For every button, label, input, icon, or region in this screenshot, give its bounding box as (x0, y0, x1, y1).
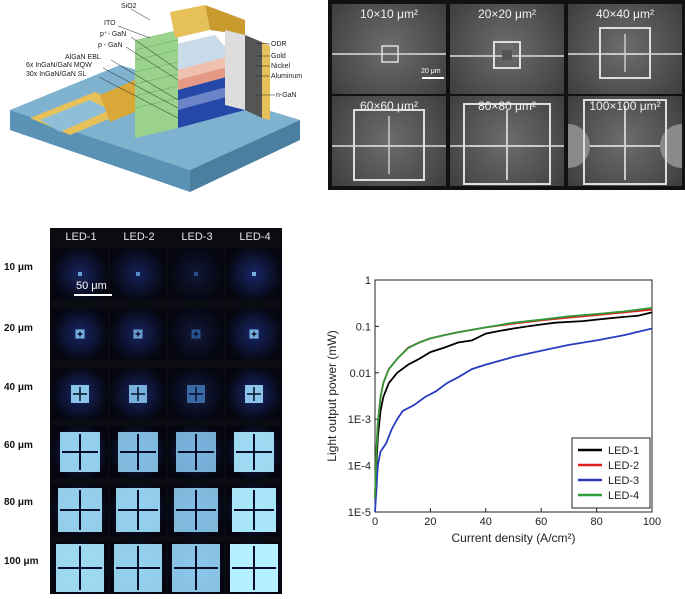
sem-cell-60um: 60×60 μm² (332, 96, 446, 186)
label-aluminum: Aluminum (271, 73, 302, 80)
label-odr: ODR (271, 41, 287, 48)
y-tick-label: 0.01 (350, 368, 371, 380)
label-algan-ebl: AlGaN EBL (65, 54, 101, 61)
row-label-60um: 60 μm (4, 440, 33, 451)
label-p-plus-gan: p⁺- GaN (100, 31, 126, 38)
el-image-r5-c4 (226, 484, 282, 536)
series-line-led-3 (374, 327, 653, 513)
sem-cell-40um: 40×40 μm² (568, 4, 682, 94)
el-image-r6-c4 (226, 542, 282, 594)
row-label-80um: 80 μm (4, 497, 33, 508)
el-scale-label: 50 μm (76, 280, 107, 292)
label-sio2: SiO2 (121, 3, 137, 10)
ito-layer (135, 30, 178, 138)
substrate-front (10, 110, 190, 192)
sem-label-20um: 20×20 μm² (478, 7, 536, 21)
legend-label-led-1: LED-1 (608, 445, 639, 457)
x-tick-label: 20 (424, 516, 436, 528)
x-tick-label: 100 (643, 516, 661, 528)
chart-svg: 0 20 40 60 80 100 1E-5 1E-4 1E-3 0.01 0.1 1 LED-1 LE… (325, 275, 661, 545)
row-label-20um: 20 μm (4, 323, 33, 334)
sem-cell-100um: 100×100 μm² (568, 96, 682, 186)
column-label-led-2: LED-2 (123, 231, 155, 243)
el-image-r1-c2 (110, 248, 166, 300)
y-tick-label: 1E-4 (348, 461, 371, 473)
sem-cell-10um: 10×10 μm² (332, 4, 446, 94)
substrate-side (190, 120, 300, 192)
p-contact-pad (170, 5, 210, 38)
label-ito: ITO (104, 20, 116, 27)
el-image-r1-c4 (226, 248, 282, 300)
gold-layer (262, 42, 270, 120)
light-output-chart: 0 20 40 60 80 100 1E-5 1E-4 1E-3 0.01 0.1 1 LED-1 LE… (318, 262, 685, 594)
sem-label-10um: 10×10 μm² (360, 7, 418, 21)
row-label-10um: 10 μm (4, 262, 33, 273)
el-image-r6-c1 (52, 542, 108, 594)
el-image-r5-c1 (52, 484, 108, 536)
sem-scale-bar (422, 77, 444, 79)
column-label-led-3: LED-3 (181, 231, 213, 243)
sem-scale-label: 20 μm (421, 68, 441, 75)
y-tick-label: 1E-3 (348, 414, 371, 426)
device-schematic: SiO2 ITO p⁺- GaN p - GaN AlGaN EBL 6x In… (0, 0, 305, 195)
plot-frame (374, 279, 653, 513)
y-tick-label: 1 (365, 275, 371, 287)
el-image-r5-c3 (168, 484, 224, 536)
label-p-gan: p - GaN (98, 42, 123, 49)
x-tick-label: 60 (535, 516, 547, 528)
schematic-drawing: SiO2 ITO p⁺- GaN p - GaN AlGaN EBL 6x In… (10, 3, 302, 192)
el-image-r6-c3 (168, 542, 224, 594)
sem-cell-20um: 20×20 μm² (450, 4, 564, 94)
sem-label-40um: 40×40 μm² (596, 7, 654, 21)
legend-label-led-4: LED-4 (608, 490, 639, 502)
x-axis-title: Current density (A/cm²) (451, 531, 575, 545)
row-label-100um: 100 μm (4, 556, 39, 567)
electroluminescence-grid: LED-1 LED-2 LED-3 LED-4 50 μm (50, 228, 282, 594)
el-image-r4-c3 (168, 426, 224, 478)
column-label-led-4: LED-4 (239, 231, 271, 243)
el-image-r3-c2 (110, 368, 166, 420)
el-image-r3-c4 (226, 368, 282, 420)
x-tick-label: 80 (590, 516, 602, 528)
el-image-r2-c4 (226, 308, 282, 360)
legend-label-led-3: LED-3 (608, 475, 639, 487)
series-line-led-4 (374, 307, 653, 499)
y-axis-title: Light output power (mW) (325, 330, 339, 461)
x-tick-label: 40 (480, 516, 492, 528)
label-gold: Gold (271, 53, 286, 60)
sem-micrograph-panel: 10×10 μm² 20×20 μm² 40×40 μm² 60×60 μm² (328, 0, 685, 190)
y-tick-label: 1E-5 (348, 507, 371, 519)
el-image-r2-c1 (52, 308, 108, 360)
sem-label-80um: 80×80 μm² (478, 99, 536, 113)
label-mqw: 6x InGaN/GaN MQW (26, 62, 92, 69)
el-image-r6-c2 (110, 542, 166, 594)
nickel-layer (245, 35, 262, 118)
label-n-gan: n-GaN (276, 92, 297, 99)
el-image-r1-c1 (52, 248, 108, 300)
sem-label-60um: 60×60 μm² (360, 99, 418, 113)
el-scale-bar (74, 294, 112, 296)
el-image-r2-c3 (168, 308, 224, 360)
el-image-r4-c4 (226, 426, 282, 478)
el-image-r4-c1 (52, 426, 108, 478)
el-image-r2-c2 (110, 308, 166, 360)
el-image-r1-c3 (168, 248, 224, 300)
row-label-40um: 40 μm (4, 382, 33, 393)
series-line-led-1 (374, 311, 653, 499)
el-image-r5-c2 (110, 484, 166, 536)
sem-cell-80um: 80×80 μm² (450, 96, 564, 186)
x-tick-label: 0 (372, 516, 378, 528)
label-nickel: Nickel (271, 63, 291, 70)
el-image-r4-c2 (110, 426, 166, 478)
y-tick-label: 0.1 (356, 321, 371, 333)
sem-label-100um: 100×100 μm² (589, 99, 661, 113)
el-image-r3-c1 (52, 368, 108, 420)
column-label-led-1: LED-1 (65, 231, 97, 243)
label-sl: 30x InGaN/GaN SL (26, 71, 86, 78)
legend-label-led-2: LED-2 (608, 460, 639, 472)
el-image-r3-c3 (168, 368, 224, 420)
